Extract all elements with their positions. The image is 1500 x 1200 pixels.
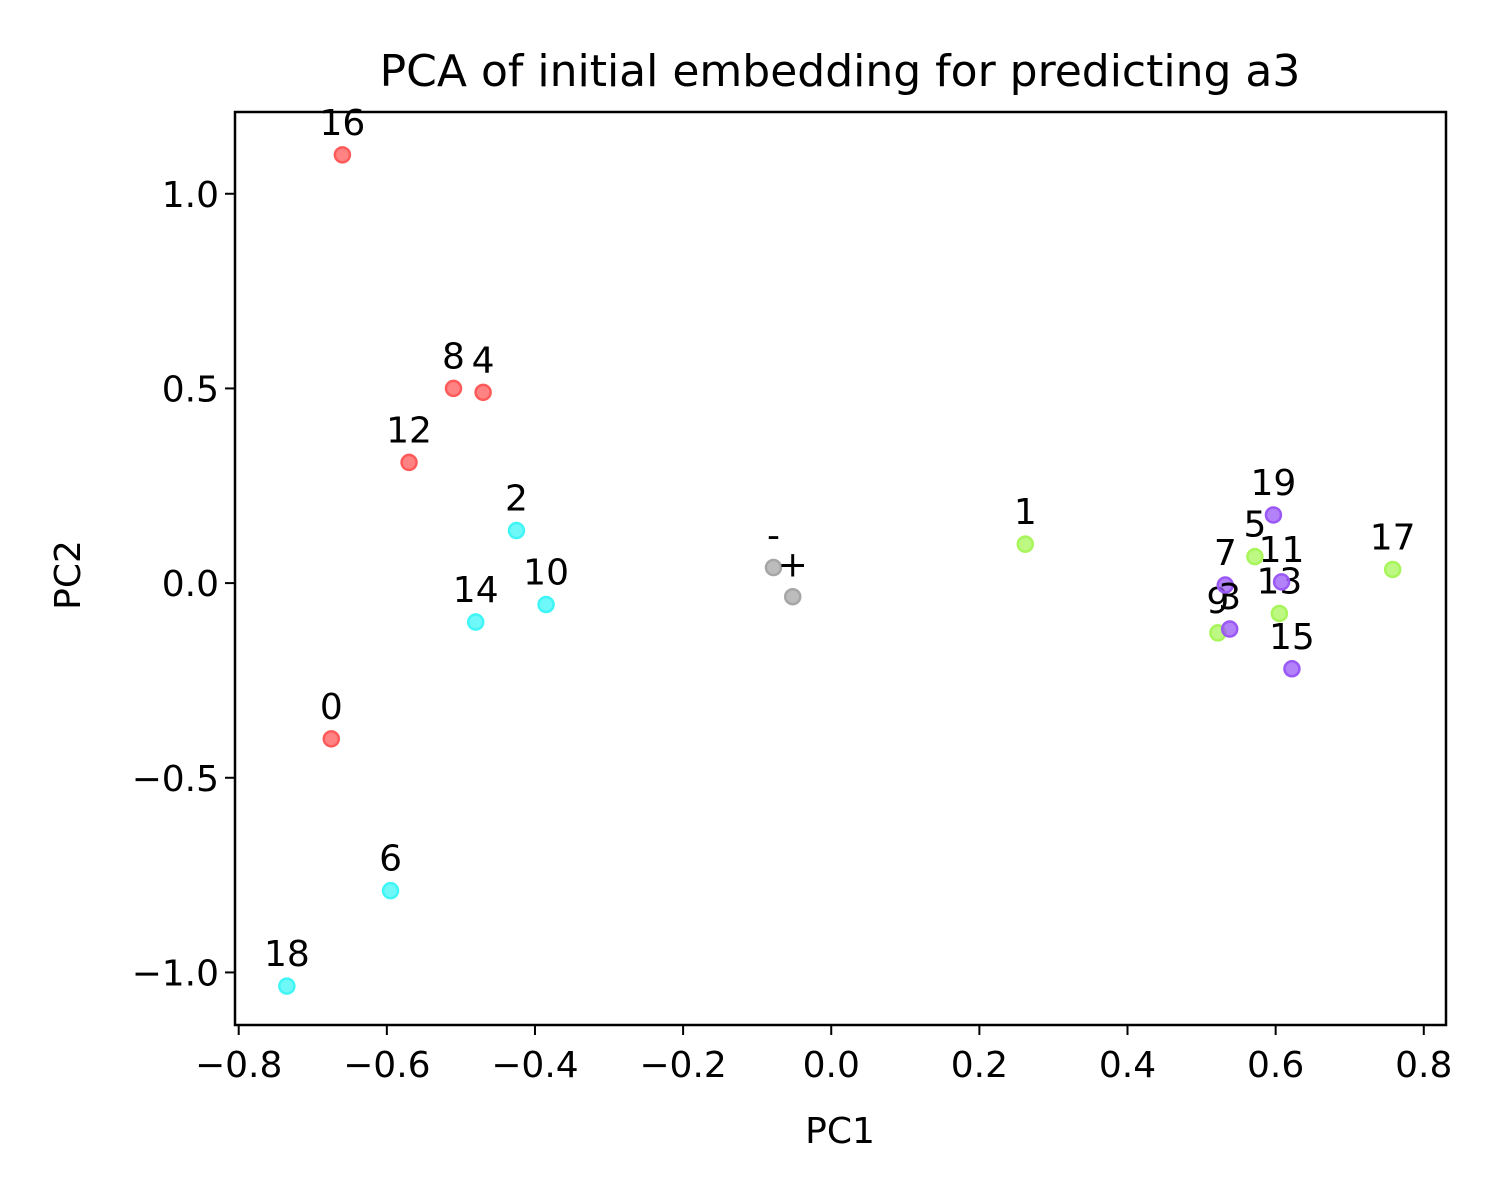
data-point-7 <box>1216 576 1235 594</box>
plot-frame <box>233 110 1448 1027</box>
data-point-1 <box>1016 535 1035 553</box>
data-point-12 <box>400 453 418 472</box>
y-tick-label: 0.0 <box>162 564 219 605</box>
y-axis-title: PC2 <box>48 540 89 610</box>
data-point-18 <box>278 977 296 995</box>
point-label: 12 <box>386 410 432 451</box>
y-tick-label: 1.0 <box>162 175 219 216</box>
point-label: 10 <box>523 553 569 594</box>
point-label: - <box>767 516 780 557</box>
point-label: 15 <box>1269 617 1315 658</box>
point-label: 1 <box>1014 492 1037 533</box>
data-point-11 <box>1272 573 1291 591</box>
point-label: 16 <box>319 103 365 144</box>
point-label: 14 <box>453 570 499 611</box>
point-label: 11 <box>1259 530 1305 571</box>
data-point-16 <box>333 146 352 164</box>
x-tick-label: −0.4 <box>491 1045 578 1086</box>
x-axis-title: PC1 <box>805 1111 875 1152</box>
data-point-13 <box>1270 604 1289 623</box>
data-point-3 <box>1220 620 1239 638</box>
point-label: 5 <box>1243 505 1266 546</box>
chart-title: PCA of initial embedding for predicting … <box>380 46 1301 97</box>
y-tick-label: 0.5 <box>162 369 219 410</box>
axis-ticks-group: −0.8 −0.6 −0.4 −0.2 0.0 0.2 0.4 0.6 0.8 1.0 0.5 0.0… <box>132 175 1453 1086</box>
data-point-17 <box>1383 560 1402 579</box>
x-tick-label: −0.2 <box>639 1045 726 1086</box>
data-point-10 <box>537 595 555 614</box>
x-tick-label: 0.2 <box>951 1045 1008 1086</box>
point-label: 8 <box>442 336 465 377</box>
data-point-14 <box>466 613 485 631</box>
point-label: 18 <box>264 934 310 975</box>
x-tick-label: 0.0 <box>803 1045 860 1086</box>
point-label: 6 <box>379 839 402 880</box>
point-label: 3 <box>1218 577 1241 618</box>
y-tick-label: −0.5 <box>132 759 219 800</box>
data-point-minus <box>764 558 783 577</box>
data-point-6 <box>381 881 400 900</box>
point-label: 19 <box>1251 463 1297 504</box>
data-point-8 <box>444 379 463 398</box>
x-tick-label: −0.6 <box>343 1045 430 1086</box>
x-tick-label: 0.8 <box>1395 1045 1452 1086</box>
data-point-4 <box>474 383 492 402</box>
point-label: 7 <box>1214 533 1237 574</box>
point-label: 4 <box>472 340 495 381</box>
x-tick-label: 0.4 <box>1099 1045 1156 1086</box>
data-point-0 <box>322 730 341 748</box>
point-label: 2 <box>505 479 528 520</box>
data-point-plus <box>783 587 802 606</box>
x-tick-label: −0.8 <box>195 1045 282 1086</box>
x-tick-label: 0.6 <box>1247 1045 1304 1086</box>
data-point-5 <box>1246 547 1264 566</box>
data-point-2 <box>507 521 526 540</box>
y-tick-label: −1.0 <box>132 953 219 994</box>
data-point-15 <box>1283 660 1301 678</box>
point-label: 0 <box>320 687 343 728</box>
data-point-19 <box>1264 506 1283 524</box>
point-label: 17 <box>1370 517 1416 558</box>
point-label: + <box>778 545 808 586</box>
